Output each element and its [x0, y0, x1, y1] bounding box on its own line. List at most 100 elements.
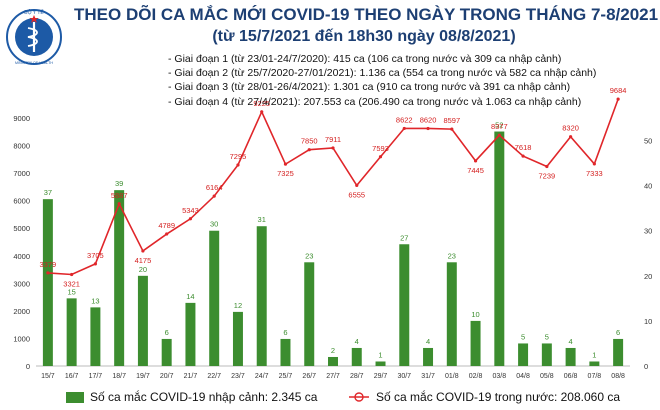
line-value-label: 4175 — [135, 256, 152, 265]
x-tick-label: 07/8 — [588, 373, 602, 380]
line-point — [617, 98, 620, 101]
bar-value-label: 20 — [139, 265, 147, 274]
x-tick-label: 15/7 — [41, 373, 55, 380]
line-value-label: 5343 — [182, 206, 199, 215]
bar — [43, 199, 53, 366]
bar-value-label: 4 — [569, 337, 573, 346]
y-right-tick-label: 40 — [644, 182, 652, 191]
bar-value-label: 6 — [616, 328, 620, 337]
y-left-tick-label: 7000 — [13, 169, 30, 178]
line-point — [236, 163, 239, 166]
line-value-label: 3379 — [40, 260, 57, 269]
line-value-label: 5887 — [111, 191, 128, 200]
bar — [542, 343, 552, 366]
line-value-label: 7850 — [301, 137, 318, 146]
line-value-label: 8622 — [396, 115, 413, 124]
x-tick-label: 27/7 — [326, 373, 340, 380]
line-point — [521, 154, 524, 157]
line-point — [355, 184, 358, 187]
bar-value-label: 5 — [545, 332, 549, 341]
line-point — [141, 249, 144, 252]
line-point — [403, 127, 406, 130]
y-left-tick-label: 1000 — [13, 334, 30, 343]
bar-value-label: 6 — [165, 328, 169, 337]
domestic-cases-line — [48, 99, 618, 274]
bar-value-label: 6 — [283, 328, 287, 337]
line-point — [379, 155, 382, 158]
bar-value-label: 14 — [186, 292, 194, 301]
stages-list: - Giai đoạn 1 (từ 23/01-24/7/2020): 415 … — [168, 52, 596, 109]
line-value-label: 7333 — [586, 169, 603, 178]
line-point — [94, 262, 97, 265]
bar-value-label: 12 — [234, 301, 242, 310]
bar-value-label: 27 — [400, 233, 408, 242]
line-value-label: 7618 — [515, 143, 532, 152]
bar — [233, 312, 243, 366]
x-tick-label: 22/7 — [207, 373, 221, 380]
x-tick-label: 24/7 — [255, 373, 269, 380]
y-left-tick-label: 0 — [26, 362, 30, 371]
bar-value-label: 1 — [378, 350, 382, 359]
y-right-tick-label: 20 — [644, 272, 652, 281]
bar — [328, 357, 338, 366]
bar — [613, 339, 623, 366]
line-point — [593, 162, 596, 165]
line-value-label: 8620 — [420, 115, 437, 124]
x-tick-label: 06/8 — [564, 373, 578, 380]
y-left-tick-label: 2000 — [13, 307, 30, 316]
y-left-tick-label: 4000 — [13, 252, 30, 261]
line-value-label: 4789 — [158, 221, 175, 230]
line-point — [426, 127, 429, 130]
bar — [280, 339, 290, 366]
x-tick-label: 25/7 — [279, 373, 293, 380]
line-value-label: 6164 — [206, 183, 223, 192]
bar-value-label: 4 — [355, 337, 359, 346]
line-value-label: 7295 — [230, 152, 247, 161]
line-value-label: 9684 — [610, 86, 627, 95]
bar — [566, 348, 576, 366]
bar — [67, 298, 77, 366]
bar — [399, 244, 409, 366]
line-point — [284, 163, 287, 166]
line-point — [450, 128, 453, 131]
bar — [518, 343, 528, 366]
legend-line: Số ca mắc COVID-19 trong nước: 208.060 c… — [348, 390, 620, 404]
x-tick-label: 26/7 — [302, 373, 316, 380]
line-value-label: 6555 — [348, 190, 365, 199]
x-tick-label: 28/7 — [350, 373, 364, 380]
line-value-label: 7239 — [538, 172, 555, 181]
line-value-label: 8320 — [562, 124, 579, 133]
bar-value-label: 23 — [305, 251, 313, 260]
line-point — [474, 159, 477, 162]
bar-value-label: 2 — [331, 346, 335, 355]
x-tick-label: 18/7 — [112, 373, 126, 380]
logo-bottom-text: MINISTRY OF HEALTH — [15, 61, 53, 65]
stage-item: - Giai đoạn 4 (từ 27/4/2021): 207.553 ca… — [168, 95, 596, 109]
bar-value-label: 31 — [258, 215, 266, 224]
y-right-tick-label: 10 — [644, 317, 652, 326]
bar — [138, 276, 148, 366]
line-point — [308, 148, 311, 151]
x-tick-label: 20/7 — [160, 373, 174, 380]
line-value-label: 7445 — [467, 166, 484, 175]
x-tick-label: 16/7 — [65, 373, 79, 380]
chart-title: THEO DÕI CA MẮC MỚI COVID-19 THEO NGÀY T… — [74, 5, 654, 25]
bar — [589, 361, 599, 366]
x-tick-label: 08/8 — [611, 373, 625, 380]
y-left-tick-label: 8000 — [13, 142, 30, 151]
x-tick-label: 31/7 — [421, 373, 435, 380]
line-point — [569, 135, 572, 138]
ministry-logo: BỘ Y TẾ MINISTRY OF HEALTH — [6, 6, 62, 68]
bar — [447, 262, 457, 366]
line-value-label: 7593 — [372, 144, 389, 153]
bar — [90, 307, 100, 366]
bar — [209, 231, 219, 366]
y-right-tick-label: 30 — [644, 227, 652, 236]
y-right-tick-label: 0 — [644, 362, 648, 371]
x-tick-label: 21/7 — [184, 373, 198, 380]
x-tick-label: 04/8 — [516, 373, 530, 380]
bar — [304, 262, 314, 366]
bar-value-label: 37 — [44, 188, 52, 197]
line-point — [260, 110, 263, 113]
x-tick-label: 19/7 — [136, 373, 150, 380]
